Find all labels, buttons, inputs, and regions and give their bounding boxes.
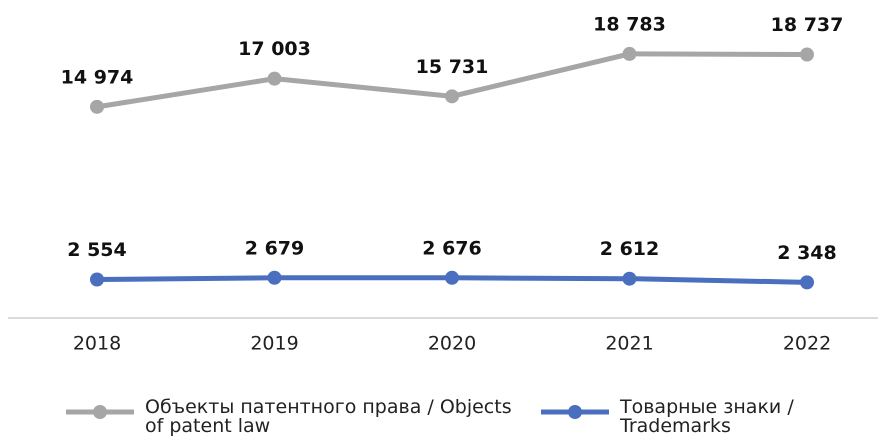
point [622,46,637,61]
data-label: 2 676 [422,237,482,259]
point [445,89,459,104]
data-label: 2 348 [777,242,837,264]
x-tick-label: 2021 [605,333,653,355]
point [445,270,459,285]
data-label: 2 679 [245,237,305,259]
legend-marker [568,405,582,419]
data-label: 18 783 [593,13,666,35]
point [90,272,104,287]
point [800,275,814,290]
legend-label: Объекты патентного права / Objects of pa… [145,396,512,437]
data-label: 2 554 [67,239,127,261]
point [800,47,814,62]
legend-label: Товарные знаки / Trademarks [620,396,794,437]
point [90,99,104,114]
data-label: 2 612 [600,238,660,260]
data-label: 18 737 [771,14,844,36]
point [267,270,282,285]
data-label: 15 731 [416,56,489,78]
data-label: 14 974 [61,66,134,88]
legend-marker [93,405,107,419]
point [267,71,282,86]
x-tick-label: 2020 [428,333,476,355]
x-tick-label: 2019 [250,333,298,355]
point [622,271,637,286]
x-tick-label: 2018 [73,333,121,355]
x-tick-label: 2022 [783,333,831,355]
data-label: 17 003 [238,38,311,60]
